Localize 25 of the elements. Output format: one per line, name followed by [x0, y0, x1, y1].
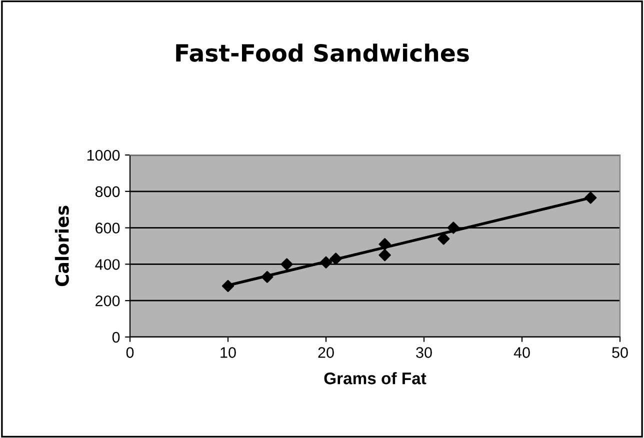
point	[320, 256, 332, 268]
x-tick-label: 0	[126, 347, 134, 358]
x-tick-label: 20	[318, 347, 334, 358]
point	[280, 258, 293, 270]
y-tick-label: 800	[95, 186, 120, 198]
y-axis-title: Calories	[54, 206, 69, 286]
point	[378, 238, 391, 250]
x-tick-label: 40	[514, 347, 530, 358]
point	[378, 249, 391, 262]
x-axis-title: Grams of Fat	[324, 372, 426, 384]
y-tick-label: 1000	[87, 150, 120, 161]
x-tick-label: 30	[416, 347, 432, 358]
y-tick-label: 600	[96, 222, 120, 234]
point	[438, 232, 450, 245]
y-tick-label: 200	[96, 295, 120, 306]
point	[330, 252, 342, 265]
point	[447, 222, 460, 234]
y-tick-label: 0	[112, 332, 120, 343]
x-tick-label: 50	[612, 347, 628, 358]
x-tick-label: 10	[220, 347, 236, 358]
point	[584, 192, 597, 204]
point	[222, 280, 234, 292]
point	[261, 270, 274, 284]
y-tick-label: 400	[95, 259, 120, 270]
chart-title: Fast-Food Sandwiches	[176, 44, 469, 62]
